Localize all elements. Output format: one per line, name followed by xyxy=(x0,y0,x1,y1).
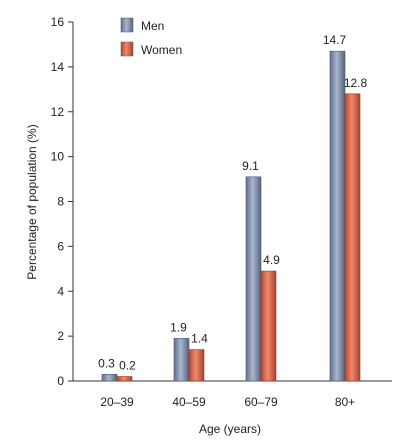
y-tick-label: 14 xyxy=(51,60,65,74)
y-tick-label: 4 xyxy=(57,284,64,298)
bar-women-0 xyxy=(116,376,133,382)
legend-swatch-women xyxy=(120,41,134,57)
bar-men-0 xyxy=(101,373,118,382)
data-label-women-0: 0.2 xyxy=(119,359,136,373)
x-tick-label: 60–79 xyxy=(244,395,278,409)
y-ticks: 0 2 4 6 8 10 12 14 16 xyxy=(51,15,73,388)
data-label-women-2: 4.9 xyxy=(263,253,280,267)
y-axis-title: Percentage of population (%) xyxy=(25,124,39,279)
bar-women-3 xyxy=(344,93,361,382)
y-tick-label: 16 xyxy=(51,15,65,29)
data-label-women-1: 1.4 xyxy=(191,332,208,346)
y-tick-label: 6 xyxy=(57,239,64,253)
legend: Men Women xyxy=(120,17,182,57)
data-label-men-1: 1.9 xyxy=(170,320,187,334)
x-tick-label: 40–59 xyxy=(172,395,206,409)
y-tick-label: 12 xyxy=(51,105,65,119)
y-tick-label: 10 xyxy=(51,150,65,164)
x-tick-label: 80+ xyxy=(335,395,355,409)
legend-item-men: Men xyxy=(120,17,164,33)
x-axis-title: Age (years) xyxy=(199,422,261,436)
bar-men-1 xyxy=(173,338,190,382)
legend-swatch-men xyxy=(120,17,134,33)
data-label-men-0: 0.3 xyxy=(98,356,115,370)
legend-label-men: Men xyxy=(141,19,164,33)
data-labels: 0.3 0.2 1.9 1.4 9.1 4.9 14.7 12.8 xyxy=(98,33,367,372)
legend-item-women: Women xyxy=(120,41,182,57)
y-tick-label: 0 xyxy=(57,374,64,388)
bar-men-2 xyxy=(245,176,262,382)
data-label-women-3: 12.8 xyxy=(344,76,368,90)
y-tick-label: 8 xyxy=(57,195,64,209)
data-label-men-2: 9.1 xyxy=(242,159,259,173)
legend-label-women: Women xyxy=(141,43,182,57)
bar-women-2 xyxy=(260,270,277,382)
bar-men-3 xyxy=(329,50,346,382)
x-tick-label: 20–39 xyxy=(100,395,134,409)
data-label-men-3: 14.7 xyxy=(323,33,347,47)
y-tick-label: 2 xyxy=(57,329,64,343)
x-ticks: 20–39 40–59 60–79 80+ xyxy=(100,395,355,409)
bar-women-1 xyxy=(188,349,205,382)
bars xyxy=(101,50,361,382)
